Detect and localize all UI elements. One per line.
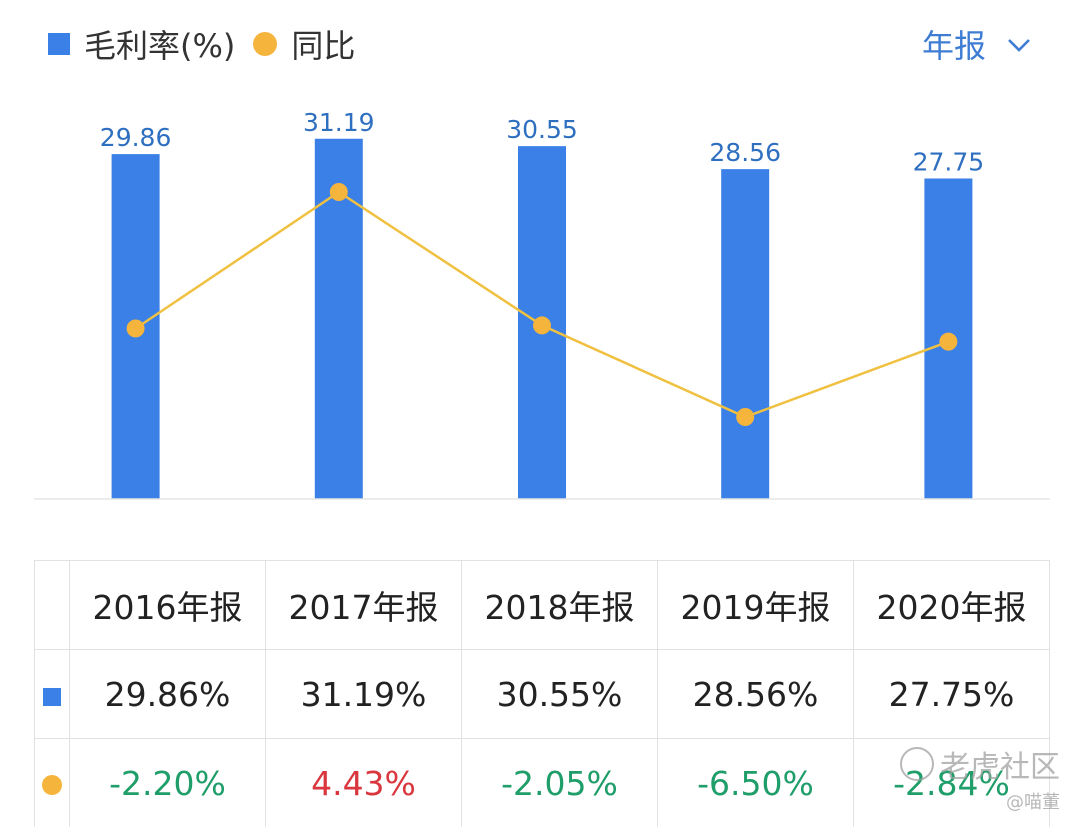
square-icon — [43, 688, 61, 706]
period-selector[interactable]: 年报 — [922, 22, 1032, 66]
bar-value-label: 30.55 — [506, 115, 578, 144]
chevron-down-icon — [1006, 31, 1032, 57]
table-header-cell: 2020年报 — [854, 561, 1050, 650]
table-cell-yoy: 4.43% — [266, 739, 462, 827]
table-cell-yoy: -2.05% — [462, 739, 658, 827]
yoy-point-2018年报 — [533, 316, 551, 334]
table-header-cell: 2017年报 — [266, 561, 462, 650]
table-cell-yoy: -2.20% — [70, 739, 266, 827]
chart-legend: 毛利率(%) 同比 — [48, 22, 355, 66]
legend-bar-swatch-icon — [48, 33, 70, 55]
table-corner-cell — [35, 561, 70, 650]
watermark-sub: @喵董 — [900, 788, 1060, 814]
yoy-point-2017年报 — [330, 183, 348, 201]
period-selector-label: 年报 — [922, 21, 986, 67]
table-row-yoy: -2.20% 4.43% -2.05% -6.50% -2.84% — [35, 739, 1050, 827]
bar-2019年报 — [721, 169, 769, 499]
watermark-main: 老虎社区 — [940, 742, 1060, 786]
gross-margin-chart: 29.86 31.19 30.55 28.56 27.75 — [0, 95, 1080, 510]
bar-value-label: 27.75 — [913, 147, 985, 176]
legend-line-label: 同比 — [291, 21, 355, 67]
bar-value-label: 29.86 — [100, 123, 172, 152]
bar-value-label: 28.56 — [709, 138, 781, 167]
yoy-point-2019年报 — [736, 408, 754, 426]
table-cell: 28.56% — [658, 650, 854, 739]
legend-bar-label: 毛利率(%) — [84, 21, 235, 67]
dot-icon — [42, 775, 62, 795]
table-cell-yoy: -6.50% — [658, 739, 854, 827]
table-header-cell: 2019年报 — [658, 561, 854, 650]
table-cell: 29.86% — [70, 650, 266, 739]
legend-line-dot-icon — [253, 32, 277, 56]
table-header-cell: 2016年报 — [70, 561, 266, 650]
table-cell: 27.75% — [854, 650, 1050, 739]
table-row-gross-margin: 29.86% 31.19% 30.55% 28.56% 27.75% — [35, 650, 1050, 739]
tiger-logo-icon — [900, 747, 934, 781]
table-cell: 31.19% — [266, 650, 462, 739]
data-table: 2016年报 2017年报 2018年报 2019年报 2020年报 29.86… — [34, 560, 1050, 827]
table-header-cell: 2018年报 — [462, 561, 658, 650]
yoy-point-2020年报 — [939, 333, 957, 351]
yoy-point-2016年报 — [127, 319, 145, 337]
table-header-row: 2016年报 2017年报 2018年报 2019年报 2020年报 — [35, 561, 1050, 650]
watermark: 老虎社区 @喵董 — [900, 742, 1060, 814]
bar-value-label: 31.19 — [303, 108, 375, 137]
table-cell: 30.55% — [462, 650, 658, 739]
